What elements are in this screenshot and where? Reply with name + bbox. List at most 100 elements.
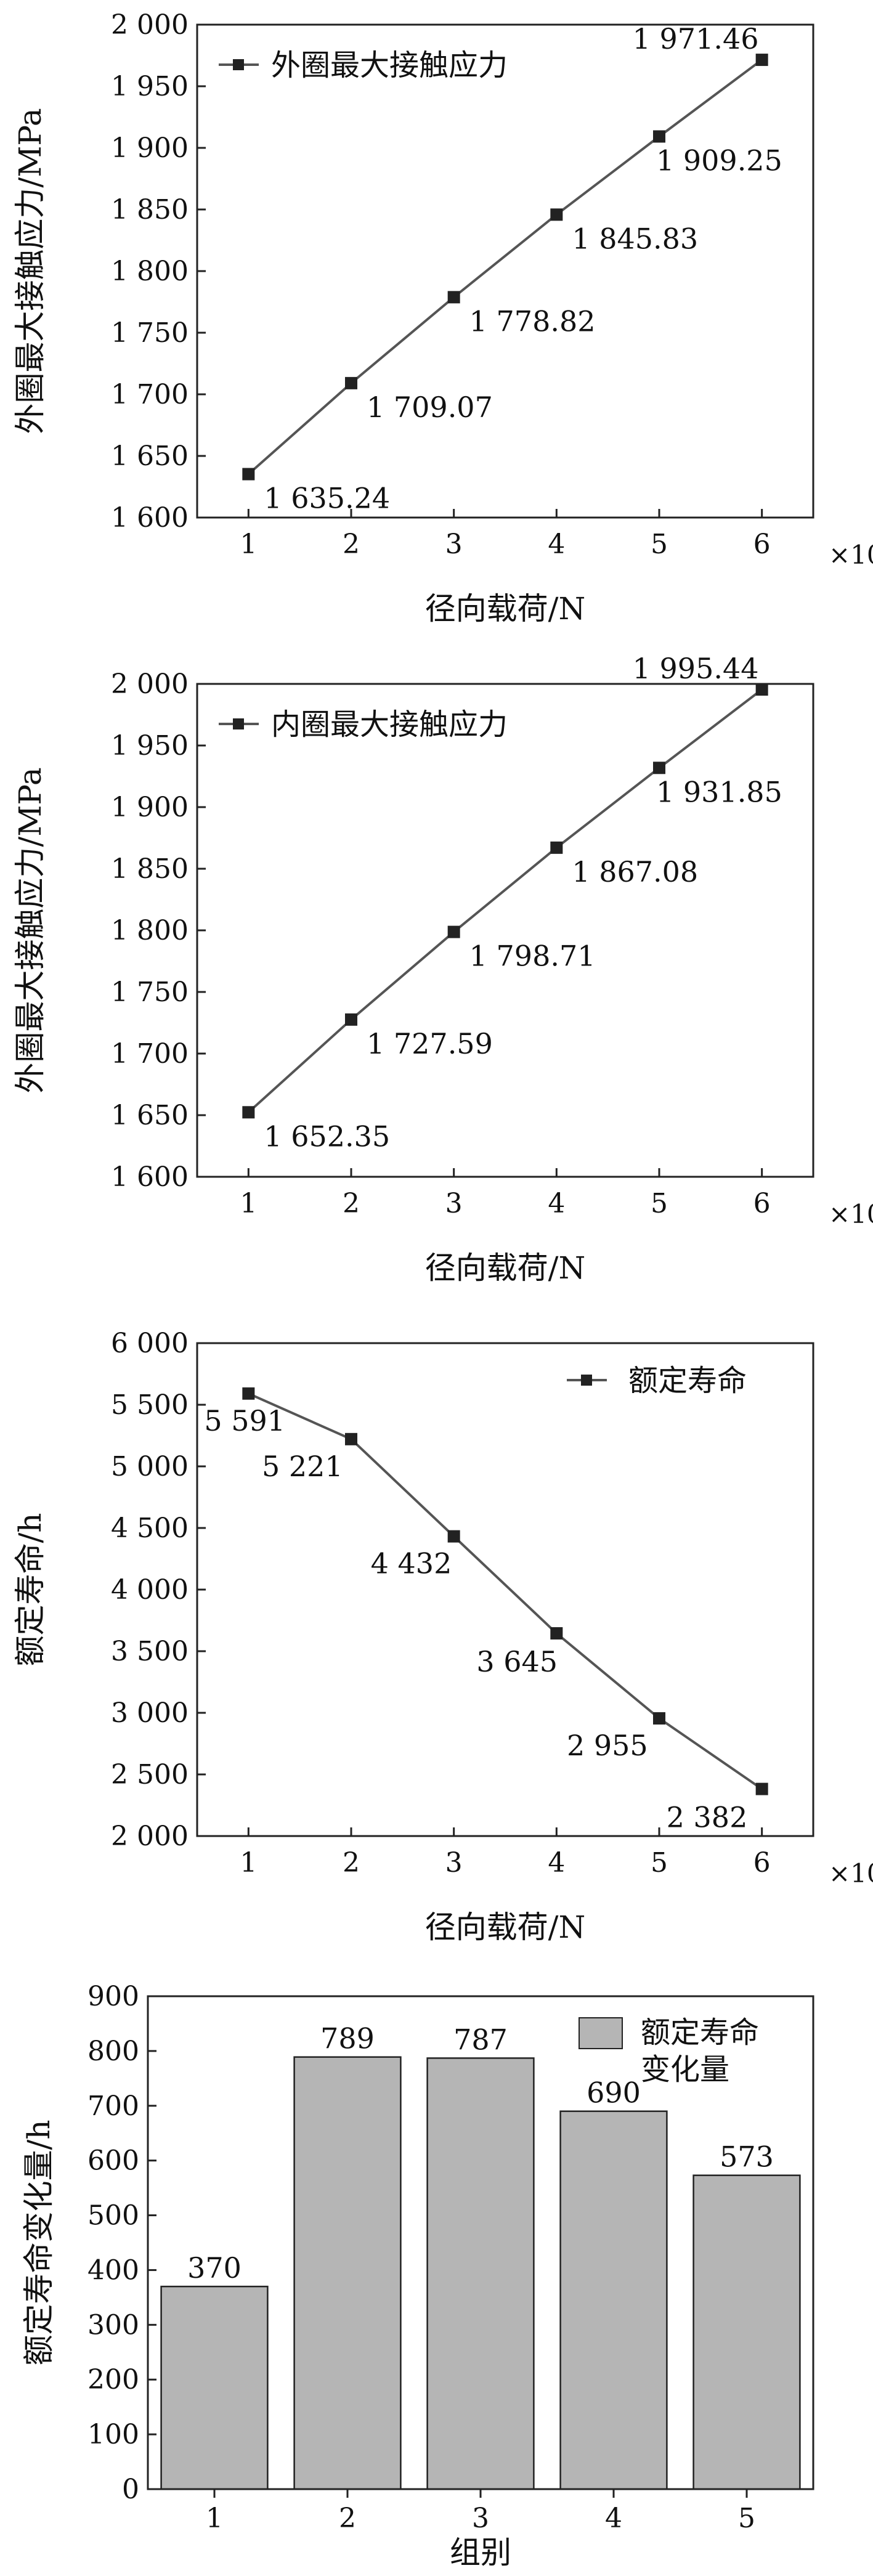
y-tick-label: 3 000 bbox=[111, 1697, 189, 1729]
y-tick-label: 2 000 bbox=[111, 668, 189, 700]
data-point bbox=[345, 376, 357, 389]
x-axis-title: 径向载荷/N bbox=[425, 1250, 586, 1286]
data-point bbox=[447, 1530, 460, 1543]
legend: 外圈最大接触应力 bbox=[219, 48, 508, 83]
x-tick-label: 2 bbox=[343, 1847, 360, 1879]
legend-label: 外圈最大接触应力 bbox=[271, 48, 508, 83]
y-tick-label: 1 950 bbox=[111, 730, 189, 762]
data-point bbox=[242, 1106, 255, 1119]
y-tick-label: 5 500 bbox=[111, 1389, 189, 1421]
data-label: 1 867.08 bbox=[572, 855, 698, 888]
x-tick-label: 1 bbox=[206, 2503, 223, 2534]
data-label: 1 845.83 bbox=[572, 222, 698, 255]
chart-rated-life: 2 000 2 500 3 000 3 500 4 000 4 500 5 000 5 500… bbox=[12, 1328, 873, 1945]
y-tick-label: 1 900 bbox=[111, 792, 189, 823]
data-label: 789 bbox=[320, 2022, 375, 2055]
chart-inner-contact-stress: 1 600 1 650 1 700 1 750 1 800 1 850 1 900 1 950… bbox=[12, 652, 873, 1286]
x-tick-label: 2 bbox=[343, 529, 360, 560]
x-tick-label: 3 bbox=[445, 1188, 463, 1219]
y-tick-label: 1 650 bbox=[111, 1100, 189, 1131]
y-tick-label: 5 000 bbox=[111, 1451, 189, 1482]
y-tick-label: 1 750 bbox=[111, 317, 189, 349]
y-tick-label: 1 650 bbox=[111, 441, 189, 472]
legend: 额定寿命 bbox=[567, 1363, 747, 1398]
x-tick-label: 3 bbox=[472, 2503, 489, 2534]
x-tick-label: 6 bbox=[753, 529, 771, 560]
legend-label-line-1: 额定寿命 bbox=[641, 2015, 759, 2050]
x-multiplier-base: ×10 bbox=[829, 1199, 873, 1229]
y-tick-label: 1 800 bbox=[111, 915, 189, 946]
y-tick-label: 800 bbox=[87, 2036, 139, 2067]
x-multiplier-label: ×104 bbox=[829, 1853, 873, 1888]
data-label: 1 931.85 bbox=[656, 775, 782, 808]
y-tick-label: 1 950 bbox=[111, 71, 189, 102]
y-tick-label: 500 bbox=[87, 2200, 139, 2232]
data-point bbox=[550, 1627, 563, 1639]
x-tick-label: 5 bbox=[651, 1847, 668, 1879]
data-point bbox=[242, 468, 255, 481]
y-tick-label: 0 bbox=[122, 2474, 139, 2505]
x-tick-label: 4 bbox=[548, 1847, 565, 1879]
bar bbox=[692, 2174, 801, 2490]
x-tick-label: 6 bbox=[753, 1847, 771, 1879]
data-label: 5 221 bbox=[262, 1450, 343, 1483]
data-label: 5 591 bbox=[204, 1404, 285, 1437]
data-label: 4 432 bbox=[371, 1547, 452, 1580]
legend-label-line-2: 变化量 bbox=[641, 2052, 729, 2087]
data-label: 1 652.35 bbox=[264, 1119, 390, 1153]
series-line bbox=[247, 688, 763, 1113]
x-tick-label: 1 bbox=[240, 1847, 257, 1879]
legend-label: 内圈最大接触应力 bbox=[271, 707, 508, 742]
x-axis-title: 径向载荷/N bbox=[425, 1909, 586, 1945]
legend-label: 额定寿命 bbox=[628, 1363, 747, 1398]
x-tick-label: 5 bbox=[651, 1188, 668, 1219]
legend-marker bbox=[233, 59, 244, 70]
x-multiplier-base: ×10 bbox=[829, 540, 873, 570]
x-tick-label: 2 bbox=[339, 2503, 356, 2534]
plot-frame bbox=[196, 23, 814, 519]
y-tick-label: 2 000 bbox=[111, 1821, 189, 1852]
data-point bbox=[447, 291, 460, 304]
x-tick-label: 2 bbox=[343, 1188, 360, 1219]
x-tick-label: 5 bbox=[738, 2503, 755, 2534]
x-multiplier-label: ×104 bbox=[829, 1194, 873, 1229]
x-tick-label: 6 bbox=[753, 1188, 771, 1219]
x-tick-label: 1 bbox=[240, 529, 257, 560]
data-point bbox=[653, 762, 665, 774]
y-tick-label: 1 600 bbox=[111, 502, 189, 534]
x-multiplier-base: ×10 bbox=[829, 1858, 873, 1888]
y-tick-label: 700 bbox=[87, 2090, 139, 2122]
x-axis-title: 组别 bbox=[450, 2535, 511, 2570]
x-tick-label: 3 bbox=[445, 529, 463, 560]
y-tick-label: 4 500 bbox=[111, 1513, 189, 1544]
data-label: 787 bbox=[453, 2023, 508, 2056]
plot-frame bbox=[196, 683, 814, 1178]
y-tick-label: 200 bbox=[87, 2364, 139, 2395]
data-label: 2 382 bbox=[667, 1801, 748, 1834]
y-tick-label: 300 bbox=[87, 2309, 139, 2341]
y-tick-label: 900 bbox=[87, 1981, 139, 2012]
data-point bbox=[242, 1387, 255, 1400]
y-tick-label: 1 700 bbox=[111, 379, 189, 410]
y-tick-label: 1 850 bbox=[111, 853, 189, 885]
y-axis-title: 外圈最大接触应力/MPa bbox=[12, 108, 48, 434]
data-label: 1 727.59 bbox=[367, 1027, 493, 1060]
legend-swatch bbox=[579, 2017, 623, 2049]
data-label: 1 909.25 bbox=[656, 144, 782, 177]
data-label: 3 645 bbox=[476, 1645, 558, 1678]
x-tick-label: 4 bbox=[605, 2503, 622, 2534]
data-label: 370 bbox=[187, 2251, 242, 2285]
x-tick-label: 5 bbox=[651, 529, 668, 560]
data-label: 1 995.44 bbox=[633, 652, 759, 685]
data-label: 1 778.82 bbox=[469, 304, 596, 338]
y-tick-label: 4 000 bbox=[111, 1574, 189, 1606]
legend: 内圈最大接触应力 bbox=[219, 707, 508, 742]
y-tick-label: 6 000 bbox=[111, 1328, 189, 1359]
y-tick-label: 1 750 bbox=[111, 977, 189, 1008]
data-label: 1 635.24 bbox=[264, 482, 390, 515]
data-point bbox=[345, 1432, 357, 1445]
legend-marker bbox=[233, 718, 244, 729]
data-point bbox=[653, 130, 665, 143]
data-label: 1 709.07 bbox=[367, 391, 493, 424]
